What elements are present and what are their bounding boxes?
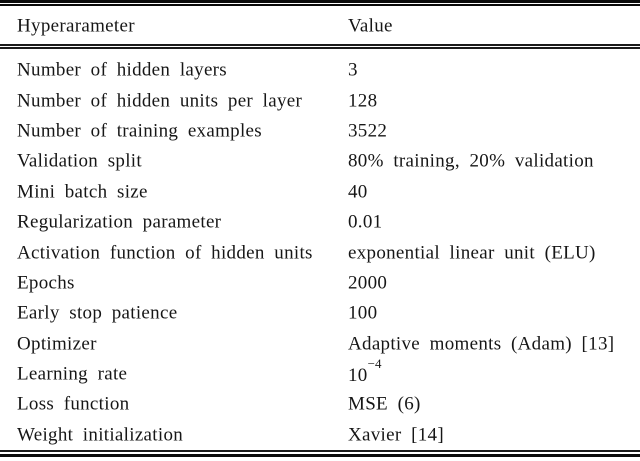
table-row: Regularization parameter 0.01 bbox=[0, 207, 640, 237]
hyperparameter-cell: Learning rate bbox=[17, 363, 128, 385]
value-cell: 40 bbox=[348, 181, 368, 203]
value-cell: 3 bbox=[348, 59, 358, 81]
hyperparameter-cell: Activation function of hidden units bbox=[17, 242, 313, 264]
value-cell: Xavier [14] bbox=[348, 424, 444, 446]
table-row: Number of training examples 3522 bbox=[0, 116, 640, 146]
value-cell: Adaptive moments (Adam) [13] bbox=[348, 333, 615, 355]
column-header-value: Value bbox=[348, 15, 393, 37]
value-cell: 128 bbox=[348, 90, 378, 112]
hyperparameter-cell: Number of hidden units per layer bbox=[17, 90, 303, 112]
table-header-rule bbox=[0, 44, 640, 49]
table-row: Epochs 2000 bbox=[0, 268, 640, 298]
value-cell: 2000 bbox=[348, 272, 388, 294]
table-row: Loss function MSE (6) bbox=[0, 389, 640, 419]
table-body: Number of hidden layers 3 Number of hidden… bbox=[0, 55, 640, 450]
table-row: Learning rate 10−4 bbox=[0, 355, 640, 389]
value-exponent: −4 bbox=[367, 355, 382, 371]
value-cell: 100 bbox=[348, 302, 378, 324]
hyperparameter-cell: Mini batch size bbox=[17, 181, 148, 203]
table-row: Optimizer Adaptive moments (Adam) [13] bbox=[0, 329, 640, 359]
hyperparameter-cell: Number of training examples bbox=[17, 120, 262, 142]
hyperparameter-cell: Optimizer bbox=[17, 333, 97, 355]
hyperparameter-cell: Weight initialization bbox=[17, 424, 184, 446]
table-row: Activation function of hidden units expon… bbox=[0, 237, 640, 267]
column-header-hyperparameter: Hyperarameter bbox=[17, 15, 135, 37]
value-cell: exponential linear unit (ELU) bbox=[348, 242, 596, 264]
hyperparameter-cell: Epochs bbox=[17, 272, 75, 294]
value-cell: MSE (6) bbox=[348, 393, 421, 415]
table-row: Number of hidden layers 3 bbox=[0, 55, 640, 85]
hyperparameter-cell: Loss function bbox=[17, 393, 130, 415]
table-row: Number of hidden units per layer 128 bbox=[0, 85, 640, 115]
table-header-row: Hyperarameter Value bbox=[0, 11, 640, 41]
hyperparameter-cell: Early stop patience bbox=[17, 302, 178, 324]
value-cell: 0.01 bbox=[348, 211, 383, 233]
value-cell: 3522 bbox=[348, 120, 388, 142]
table-bottom-rule bbox=[0, 450, 640, 457]
table-row: Validation split 80% training, 20% valida… bbox=[0, 146, 640, 176]
value-cell: 80% training, 20% validation bbox=[348, 150, 594, 172]
value-cell: 10−4 bbox=[348, 355, 382, 387]
table-row: Mini batch size 40 bbox=[0, 177, 640, 207]
table-row: Early stop patience 100 bbox=[0, 298, 640, 328]
hyperparameter-cell: Validation split bbox=[17, 150, 142, 172]
table-row: Weight initialization Xavier [14] bbox=[0, 420, 640, 450]
hyperparameter-cell: Regularization parameter bbox=[17, 211, 222, 233]
table-top-rule bbox=[0, 0, 640, 6]
hyperparameter-cell: Number of hidden layers bbox=[17, 59, 227, 81]
